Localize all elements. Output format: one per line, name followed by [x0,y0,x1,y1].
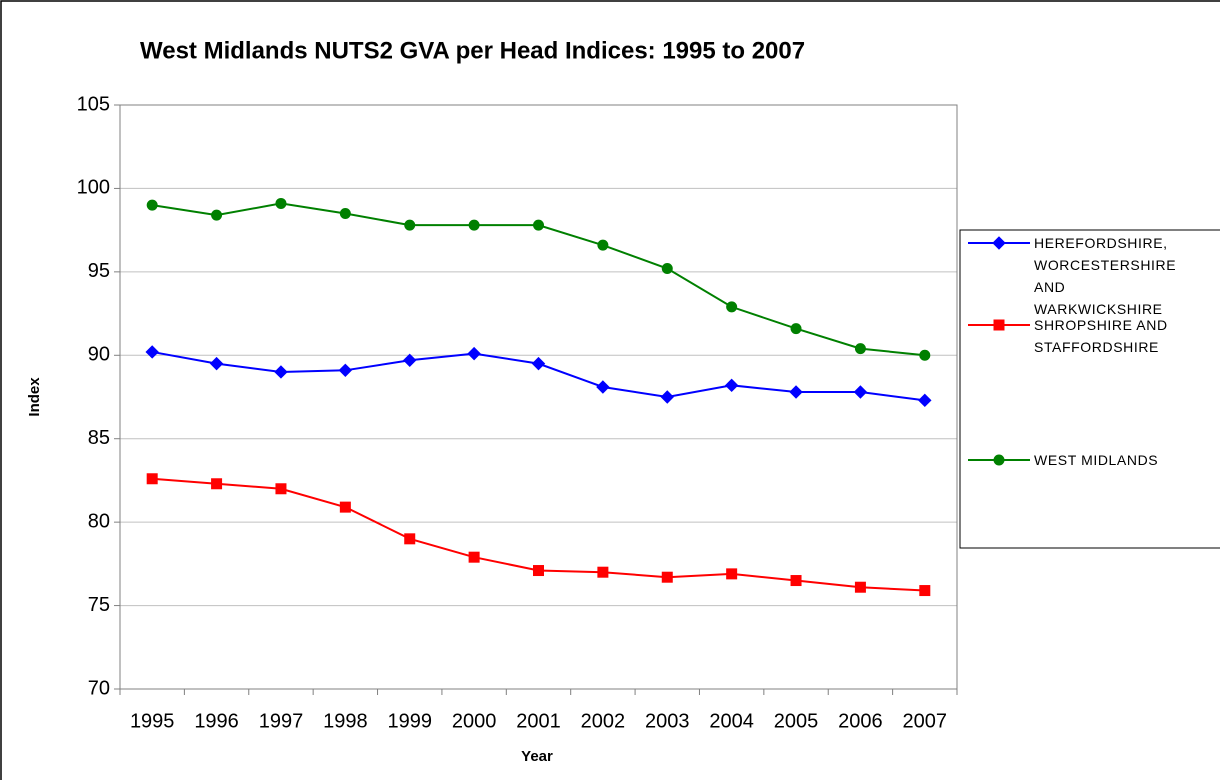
x-axis-label: Year [521,748,553,765]
x-tick-label: 2001 [516,710,561,732]
marker [993,454,1005,466]
marker [275,483,287,495]
y-tick-label: 105 [77,93,110,115]
marker [339,501,351,513]
marker [275,197,287,209]
x-tick-label: 1997 [259,710,304,732]
marker [789,385,803,399]
y-tick-label: 85 [88,427,110,449]
x-tick-label: 2004 [709,710,754,732]
marker [146,199,158,211]
marker [726,301,738,313]
marker [209,356,224,371]
marker [919,585,931,597]
y-tick-label: 95 [88,260,110,282]
x-tick-label: 1998 [323,710,368,732]
marker [533,565,544,577]
x-tick-label: 2006 [838,710,883,732]
y-tick-label: 75 [88,594,110,616]
x-tick-label: 1996 [194,710,239,732]
legend-box [959,229,1220,549]
y-tick-label: 80 [88,510,110,532]
legend-label: WEST MIDLANDS [1034,452,1159,468]
marker [790,575,802,587]
marker [854,581,866,593]
legend-label: HEREFORDSHIRE, WORCESTERSHIRE AND WARKWI… [1034,235,1177,317]
x-tick-label: 1995 [130,710,175,732]
plot-border [119,104,958,690]
marker [338,363,353,378]
marker [660,390,674,404]
marker [211,478,223,490]
x-tick-label: 2002 [581,710,626,732]
marker [467,346,481,361]
marker [597,566,609,578]
marker [597,239,609,251]
marker [724,378,739,393]
marker [661,571,673,583]
marker [533,219,544,231]
legend-label: SHROPSHIRE AND STAFFORDSHIRE [1034,317,1168,355]
marker [853,385,868,399]
chart-title: West Midlands NUTS2 GVA per Head Indices… [140,37,805,64]
marker [854,343,866,355]
marker [531,356,546,371]
marker [596,380,610,394]
x-tick-label: 2000 [452,710,497,732]
marker [468,551,480,563]
x-tick-label: 2007 [903,710,948,732]
marker [919,349,931,361]
marker [726,568,738,580]
marker [790,323,802,335]
marker [146,473,158,485]
y-tick-label: 70 [88,677,110,699]
x-tick-label: 1999 [387,710,432,732]
marker [918,393,932,408]
marker [993,319,1005,331]
marker [145,345,159,359]
y-axis-label: Index [26,377,43,417]
marker [468,219,480,231]
marker [992,236,1006,250]
marker [403,353,417,367]
marker [404,533,416,545]
marker [211,209,223,221]
marker [274,365,288,379]
marker [404,219,416,231]
marker [339,207,351,219]
y-tick-label: 100 [77,177,110,199]
y-tick-label: 90 [88,344,110,366]
x-tick-label: 2005 [774,710,819,732]
x-tick-label: 2003 [645,710,690,732]
marker [661,263,673,275]
